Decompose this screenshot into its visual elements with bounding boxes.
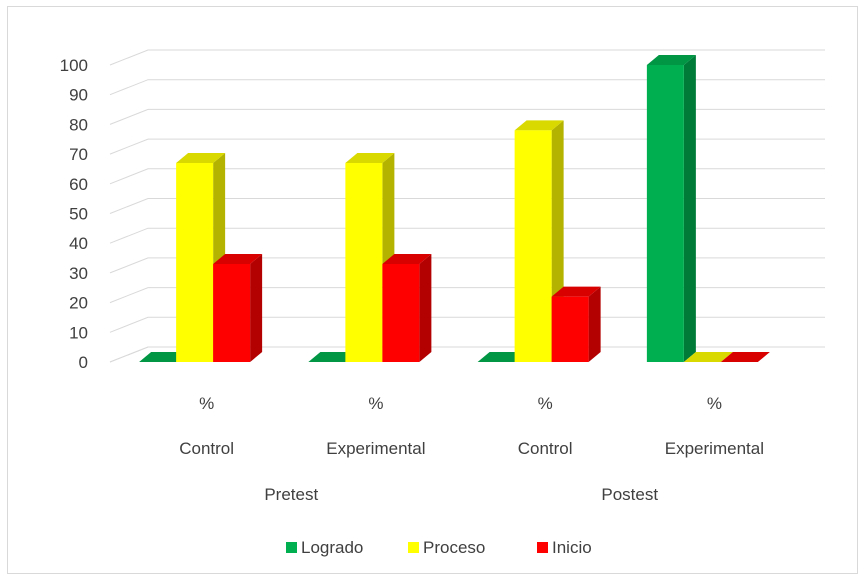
bar-top — [551, 286, 601, 297]
bar — [213, 253, 263, 362]
bar — [477, 352, 527, 362]
bar-front — [382, 263, 420, 362]
bar — [551, 286, 601, 362]
bar-top — [139, 352, 189, 362]
bar-top — [345, 153, 395, 164]
gridline — [109, 108, 825, 125]
legend-item: Proceso — [408, 538, 485, 557]
bar-side — [419, 253, 432, 362]
bar — [683, 352, 733, 362]
bar-front — [514, 130, 552, 362]
gridline — [109, 257, 825, 274]
bar-front — [551, 296, 589, 362]
bar-top — [720, 352, 770, 362]
bar — [720, 352, 770, 362]
gridline — [109, 79, 825, 96]
category-label-group: Experimental — [326, 439, 425, 458]
y-tick-label: 30 — [69, 264, 88, 283]
bar — [382, 253, 432, 362]
bar-side — [588, 286, 601, 362]
legend-label: Inicio — [552, 538, 592, 557]
category-label-group: Control — [179, 439, 234, 458]
bar-front — [176, 163, 214, 362]
category-label-phase: Postest — [601, 485, 658, 504]
bar-top — [176, 153, 226, 164]
legend-item: Logrado — [286, 538, 363, 557]
gridline — [109, 198, 825, 214]
y-tick-label: 80 — [69, 115, 88, 134]
bar-front — [213, 263, 251, 362]
bar-top — [308, 352, 358, 362]
legend-label: Logrado — [301, 538, 363, 557]
bar-top — [477, 352, 527, 362]
y-tick-label: 70 — [69, 145, 88, 164]
chart-area — [7, 6, 858, 574]
legend-swatch — [408, 542, 419, 553]
bar — [646, 55, 696, 362]
legend-swatch — [286, 542, 297, 553]
bar-side — [250, 253, 263, 362]
bar — [139, 352, 189, 362]
bar — [176, 153, 226, 362]
category-label-unit: % — [368, 394, 383, 413]
y-tick-label: 50 — [69, 205, 88, 224]
y-tick-label: 100 — [60, 56, 88, 75]
bar-top — [646, 55, 696, 65]
category-label-group: Control — [518, 439, 573, 458]
y-tick-label: 40 — [69, 234, 88, 253]
bar-front — [646, 65, 684, 362]
y-tick-label: 60 — [69, 175, 88, 194]
legend: Logrado Proceso Inicio — [286, 538, 592, 557]
legend-label: Proceso — [423, 538, 485, 557]
category-label-unit: % — [199, 394, 214, 413]
gridline — [109, 138, 825, 155]
bar-side — [683, 55, 696, 362]
bar-top — [683, 352, 733, 362]
legend-swatch — [537, 542, 548, 553]
category-label-unit: % — [707, 394, 722, 413]
y-tick-label: 0 — [79, 353, 88, 372]
bar-front — [345, 163, 383, 362]
bar-top — [382, 253, 432, 264]
category-label-unit: % — [538, 394, 553, 413]
y-tick-label: 20 — [69, 294, 88, 313]
gridline — [109, 227, 825, 244]
gridline — [109, 168, 825, 185]
legend-item: Inicio — [537, 538, 592, 557]
bar — [308, 352, 358, 362]
category-labels: % Control% Experimental% Control% Experiment… — [179, 394, 764, 504]
gridline — [109, 49, 825, 66]
category-label-group: Experimental — [665, 439, 764, 458]
y-tick-label: 10 — [69, 323, 88, 342]
bar-top — [514, 120, 564, 131]
y-axis-tick-labels: 0 10 20 30 40 50 60 70 80 90 100 — [60, 56, 88, 372]
bar-top — [213, 253, 263, 264]
bars — [139, 55, 770, 362]
y-tick-label: 90 — [69, 86, 88, 105]
category-label-phase: Pretest — [264, 485, 318, 504]
